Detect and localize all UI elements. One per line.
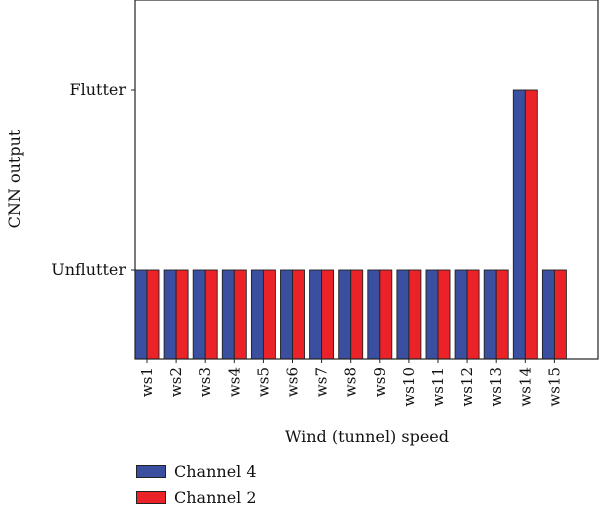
legend-label-channel-4: Channel 4 [174,461,257,481]
bar-channel-2-ws15 [553,269,567,360]
bar-channel-2-ws14 [524,89,538,360]
x-tick-label-ws9: ws9 [371,367,389,397]
x-tick-label-ws4: ws4 [225,367,243,397]
y-axis-title: CNN output [5,129,24,228]
bar-channel-4-ws2 [163,269,177,360]
x-axis-title: Wind (tunnel) speed [285,427,449,446]
bar-channel-4-ws3 [192,269,206,360]
x-tick-label-ws3: ws3 [196,367,214,397]
bar-channel-4-ws14 [512,89,526,360]
bars-group [134,89,567,360]
bar-channel-4-ws6 [280,269,293,360]
y-tick-label-flutter: Flutter [70,80,127,99]
bar-channel-2-ws7 [321,269,335,360]
legend-swatch-channel-4 [136,464,166,478]
legend: Channel 4 Channel 2 [136,458,257,510]
x-tick-label-ws14: ws14 [516,367,534,407]
x-axis-ticks: ws1 ws2 ws3 ws4 ws5 ws6 ws7 ws8 ws9 ws10 ws11 ws12 w… [138,359,563,407]
x-tick-label-ws5: ws5 [254,367,272,397]
bar-channel-4-ws10 [396,269,410,360]
bar-channel-4-ws7 [309,269,323,360]
x-tick-label-ws2: ws2 [167,367,185,397]
y-tick-label-unflutter: Unflutter [51,260,126,279]
bar-channel-4-ws1 [134,269,148,360]
bar-channel-2-ws12 [466,269,480,360]
bar-channel-4-ws4 [221,269,235,360]
legend-swatch-channel-2 [136,490,166,504]
bar-channel-2-ws13 [495,269,509,360]
bar-channel-4-ws11 [425,269,439,360]
bar-channel-2-ws9 [379,269,393,360]
legend-item-channel-2: Channel 2 [136,484,257,510]
bar-channel-4-ws5 [250,269,264,360]
bar-channel-4-ws9 [367,269,381,360]
legend-label-channel-2: Channel 2 [174,487,257,507]
bar-channel-2-ws5 [262,269,276,360]
bar-channel-2-ws8 [350,269,364,360]
bar-channel-4-ws15 [541,269,555,360]
x-tick-label-ws8: ws8 [342,367,360,397]
x-tick-label-ws12: ws12 [458,367,476,407]
plot-frame [134,0,599,360]
x-tick-label-ws1: ws1 [138,367,156,397]
bar-channel-2-ws10 [408,269,422,360]
bar-channel-2-ws4 [233,269,247,360]
x-tick-label-ws6: ws6 [284,367,302,397]
bar-channel-2-ws1 [146,269,160,360]
bar-channel-4-ws8 [338,269,352,360]
x-tick-label-ws15: ws15 [545,367,563,407]
x-tick-label-ws7: ws7 [313,367,331,397]
bar-channel-2-ws6 [292,269,305,360]
x-tick-label-ws11: ws11 [429,367,447,407]
legend-item-channel-4: Channel 4 [136,458,257,484]
bar-channel-4-ws13 [483,269,497,360]
x-tick-label-ws10: ws10 [400,367,418,407]
x-tick-label-ws13: ws13 [487,367,505,407]
bar-channel-2-ws3 [204,269,218,360]
bar-channel-2-ws11 [437,269,451,360]
bar-channel-2-ws2 [175,269,189,360]
bar-channel-4-ws12 [454,269,468,360]
y-axis-ticks: Unflutter Flutter [51,80,135,279]
